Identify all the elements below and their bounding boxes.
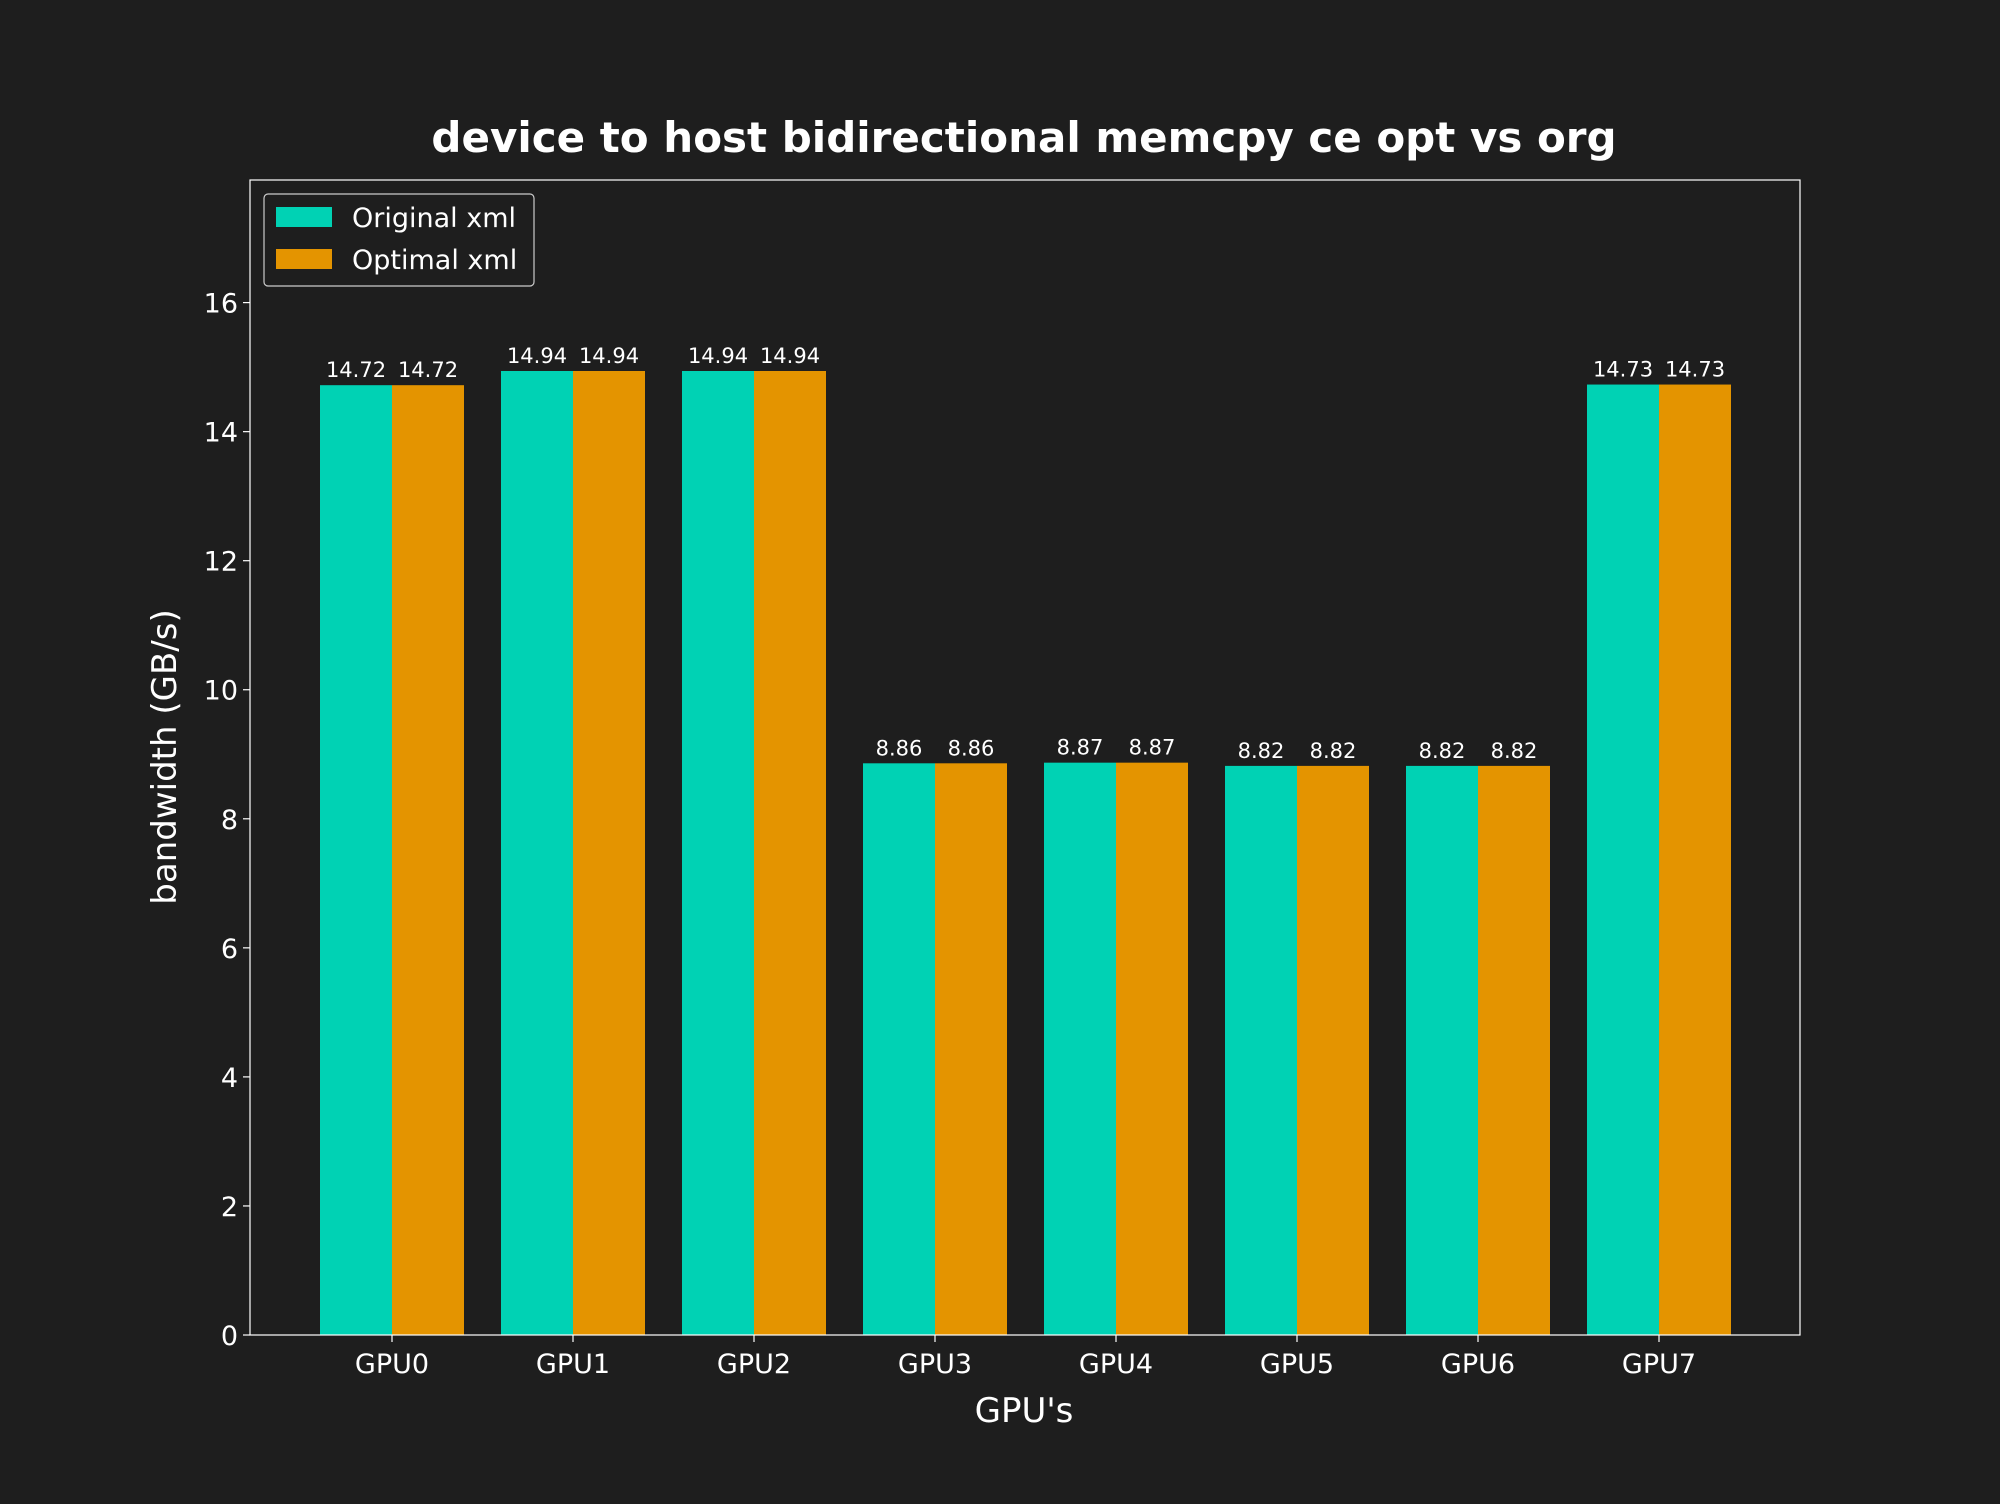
legend: Original xml Optimal xml [263,193,535,287]
bar-original-gpu1 [501,370,573,1336]
data-label-original-gpu2: 14.94 [688,344,748,368]
bar-optimal-gpu4 [1116,762,1188,1335]
data-label-optimal-gpu2: 14.94 [760,344,820,368]
data-label-optimal-gpu4: 8.87 [1129,736,1176,760]
y-axis: 0 2 4 6 8 10 12 14 16 [204,289,250,1352]
plot-frame [249,179,1801,1336]
bar-original-gpu2 [682,370,754,1336]
bar-original-gpu4 [1044,762,1116,1335]
data-label-optimal-gpu7: 14.73 [1665,358,1725,382]
y-tick-label-10: 10 [204,676,238,707]
data-label-optimal-gpu3: 8.86 [948,736,995,760]
bars-layer [320,370,1731,1336]
y-tick-label-14: 14 [204,418,238,449]
legend-swatch-original [276,207,332,227]
x-tick-label-gpu3: GPU3 [898,1349,972,1380]
x-tick-label-gpu6: GPU6 [1441,1349,1515,1380]
bar-original-gpu0 [320,385,392,1335]
y-tick-label-12: 12 [204,547,238,578]
bar-optimal-gpu2 [754,370,826,1336]
legend-label-optimal: Optimal xml [352,245,517,276]
bar-optimal-gpu1 [573,370,645,1336]
bar-optimal-gpu6 [1478,765,1550,1335]
bar-original-gpu7 [1587,384,1659,1335]
data-label-optimal-gpu1: 14.94 [579,344,639,368]
y-tick-label-2: 2 [221,1192,238,1223]
y-tick-label-16: 16 [204,289,238,320]
x-tick-label-gpu2: GPU2 [717,1349,791,1380]
data-label-original-gpu5: 8.82 [1238,739,1285,763]
data-label-original-gpu6: 8.82 [1419,739,1466,763]
y-tick-label-6: 6 [221,934,238,965]
data-label-optimal-gpu6: 8.82 [1491,739,1538,763]
x-tick-label-gpu1: GPU1 [536,1349,610,1380]
legend-swatch-optimal [276,249,332,269]
x-tick-label-gpu7: GPU7 [1622,1349,1696,1380]
x-axis: GPU0 GPU1 GPU2 GPU3 GPU4 GPU5 GPU6 GPU7 [355,1335,1696,1380]
x-axis-label: GPU's [975,1391,1074,1431]
legend-label-original: Original xml [352,203,516,234]
data-labels-layer: 14.72 14.72 14.94 14.94 14.94 14.94 8.86 8.86 8.… [326,344,1725,763]
data-label-original-gpu1: 14.94 [507,344,567,368]
data-label-optimal-gpu0: 14.72 [398,358,458,382]
chart-title: device to host bidirectional memcpy ce o… [431,113,1616,162]
bar-optimal-gpu5 [1297,765,1369,1335]
y-tick-label-0: 0 [221,1321,238,1352]
x-tick-label-gpu0: GPU0 [355,1349,429,1380]
y-tick-label-8: 8 [221,805,238,836]
data-label-original-gpu3: 8.86 [876,736,923,760]
data-label-original-gpu0: 14.72 [326,358,386,382]
x-tick-label-gpu5: GPU5 [1260,1349,1334,1380]
bar-original-gpu5 [1225,765,1297,1335]
y-tick-label-4: 4 [221,1063,238,1094]
y-axis-label: bandwidth (GB/s) [145,609,185,904]
data-label-original-gpu7: 14.73 [1593,358,1653,382]
data-label-original-gpu4: 8.87 [1057,736,1104,760]
bar-optimal-gpu0 [392,385,464,1335]
bar-optimal-gpu3 [935,763,1007,1335]
data-label-optimal-gpu5: 8.82 [1310,739,1357,763]
bar-original-gpu6 [1406,765,1478,1335]
bar-optimal-gpu7 [1659,384,1731,1335]
bar-original-gpu3 [863,763,935,1335]
x-tick-label-gpu4: GPU4 [1079,1349,1153,1380]
